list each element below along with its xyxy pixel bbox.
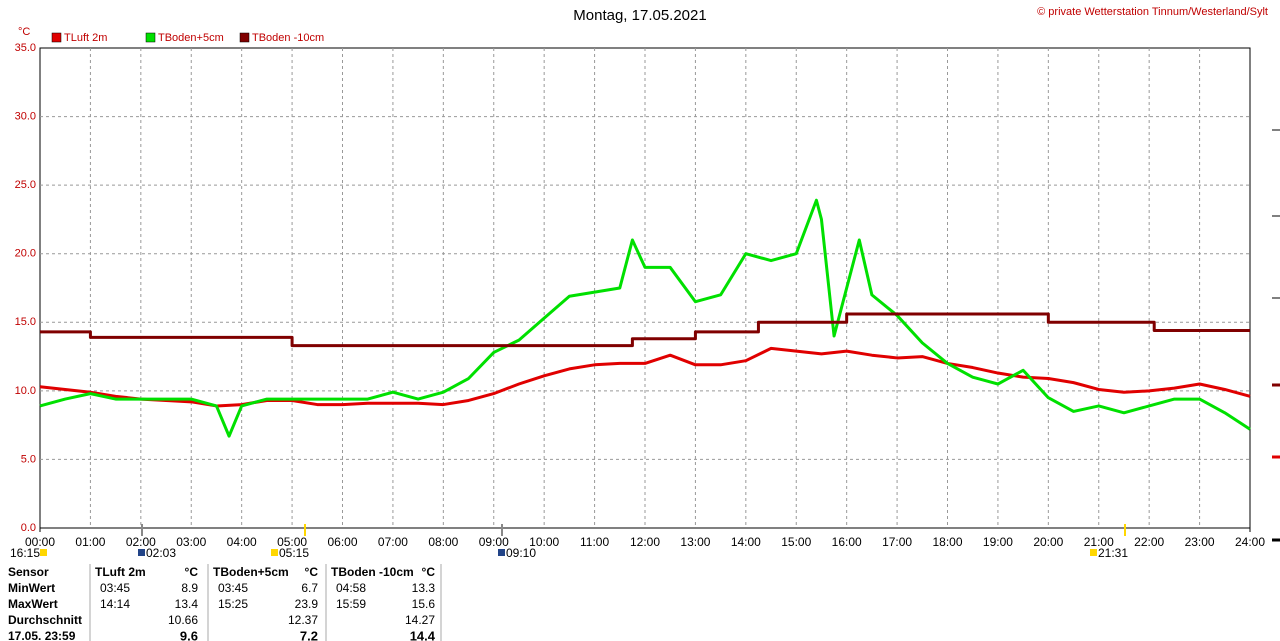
x-tick-label: 24:00	[1235, 535, 1265, 549]
legend-label: TBoden+5cm	[158, 32, 224, 44]
cell-time: 04:58	[336, 581, 366, 595]
event-icon	[1090, 549, 1097, 556]
x-tick-label: 05:00	[277, 535, 307, 549]
cell-value: 6.7	[301, 581, 318, 595]
x-tick-label: 20:00	[1033, 535, 1063, 549]
event-icon	[138, 549, 145, 556]
event-time: 16:15	[10, 546, 40, 560]
cell-time: 15:25	[218, 597, 248, 611]
event-time: 02:03	[146, 546, 176, 560]
x-tick-label: 22:00	[1134, 535, 1164, 549]
event-icon	[40, 549, 47, 556]
y-tick-label: 15.0	[15, 316, 36, 328]
row-label: 17.05. 23:59	[8, 629, 76, 641]
y-tick-label: 0.0	[21, 522, 36, 534]
legend-swatch	[51, 32, 62, 43]
table-header: TBoden+5cm	[213, 565, 289, 579]
y-tick-label: 25.0	[15, 179, 36, 191]
y-tick-label: 30.0	[15, 110, 36, 122]
table-header: TLuft 2m	[95, 565, 146, 579]
x-tick-label: 21:00	[1084, 535, 1114, 549]
row-label: MinWert	[8, 581, 55, 595]
x-tick-label: 09:00	[479, 535, 509, 549]
event-time: 09:10	[506, 546, 536, 560]
x-tick-label: 13:00	[680, 535, 710, 549]
legend-swatch	[239, 32, 250, 43]
x-tick-label: 03:00	[176, 535, 206, 549]
y-tick-label: 10.0	[15, 385, 36, 397]
cell-value: 7.2	[300, 628, 318, 641]
y-unit: °C	[18, 26, 30, 38]
table-header: °C	[305, 565, 319, 579]
legend-swatch	[145, 32, 156, 43]
series-line	[39, 198, 1251, 438]
x-tick-label: 11:00	[580, 535, 609, 549]
x-tick-label: 08:00	[428, 535, 458, 549]
x-tick-label: 00:00	[25, 535, 55, 549]
cell-value: 13.3	[412, 581, 436, 595]
x-tick-label: 01:00	[75, 535, 105, 549]
y-tick-label: 35.0	[15, 42, 36, 54]
x-tick-label: 04:00	[227, 535, 257, 549]
event-time: 05:15	[279, 546, 309, 560]
x-tick-label: 23:00	[1185, 535, 1215, 549]
cell-value: 14.27	[405, 613, 435, 627]
cell-time: 14:14	[100, 597, 130, 611]
cell-value: 12.37	[288, 613, 318, 627]
table-header: TBoden -10cm	[331, 565, 414, 579]
chart-title: Montag, 17.05.2021	[573, 7, 706, 24]
cell-value: 13.4	[175, 597, 199, 611]
x-tick-label: 06:00	[327, 535, 357, 549]
x-tick-label: 12:00	[630, 535, 660, 549]
event-icon	[498, 549, 505, 556]
x-tick-label: 15:00	[781, 535, 811, 549]
table-header: Sensor	[8, 565, 49, 579]
cell-value: 8.9	[181, 581, 198, 595]
cell-value: 14.4	[410, 628, 436, 641]
cell-value: 15.6	[412, 597, 436, 611]
x-tick-label: 18:00	[932, 535, 962, 549]
x-tick-label: 14:00	[731, 535, 761, 549]
x-tick-label: 16:00	[832, 535, 862, 549]
table-header: °C	[185, 565, 199, 579]
cell-value: 10.66	[168, 613, 198, 627]
cell-time: 15:59	[336, 597, 366, 611]
event-time: 21:31	[1098, 546, 1128, 560]
legend-label: TBoden -10cm	[252, 32, 324, 44]
x-tick-label: 02:00	[126, 535, 156, 549]
cell-time: 03:45	[218, 581, 248, 595]
event-icon	[271, 549, 278, 556]
x-tick-label: 19:00	[983, 535, 1013, 549]
cell-value: 23.9	[295, 597, 319, 611]
row-label: Durchschnitt	[8, 613, 82, 627]
x-tick-label: 17:00	[882, 535, 912, 549]
x-tick-label: 10:00	[529, 535, 559, 549]
row-label: MaxWert	[8, 597, 58, 611]
y-tick-label: 20.0	[15, 248, 36, 260]
y-tick-label: 5.0	[21, 453, 36, 465]
cell-value: 9.6	[180, 628, 198, 641]
legend-label: TLuft 2m	[64, 32, 107, 44]
copyright: © private Wetterstation Tinnum/Westerlan…	[1037, 6, 1268, 18]
x-tick-label: 07:00	[378, 535, 408, 549]
series-line	[40, 312, 1250, 348]
cell-time: 03:45	[100, 581, 130, 595]
table-header: °C	[422, 565, 436, 579]
